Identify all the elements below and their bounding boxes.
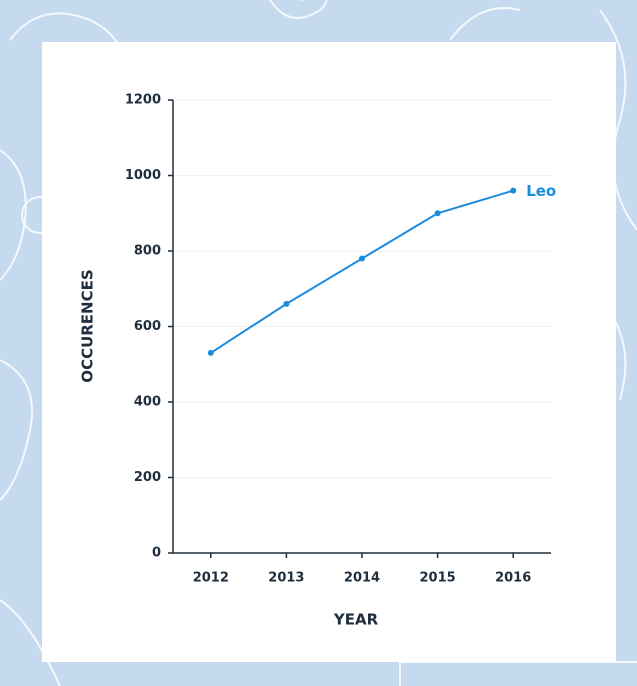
y-tick-label: 1000: [125, 168, 161, 183]
point: [434, 210, 441, 217]
point: [283, 300, 290, 307]
x-tick-label: 2013: [268, 571, 304, 586]
x-tick-label: 2012: [193, 571, 229, 586]
series-label: Leo: [526, 182, 556, 200]
y-tick-label: 1200: [125, 93, 161, 108]
y-tick-label: 800: [134, 244, 161, 259]
x-tick-label: 2014: [344, 571, 380, 586]
point: [510, 187, 517, 194]
y-tick-label: 0: [152, 546, 161, 561]
y-tick-label: 200: [134, 470, 161, 485]
y-tick-label: 600: [134, 319, 161, 334]
x-tick-label: 2015: [420, 571, 456, 586]
point: [207, 349, 214, 356]
x-tick-label: 2016: [495, 571, 531, 586]
y-axis-label: OCCURENCES: [79, 269, 97, 382]
y-tick-label: 400: [134, 395, 161, 410]
x-axis-label: YEAR: [333, 611, 379, 629]
point: [359, 255, 365, 262]
chart-panel: [42, 42, 616, 662]
